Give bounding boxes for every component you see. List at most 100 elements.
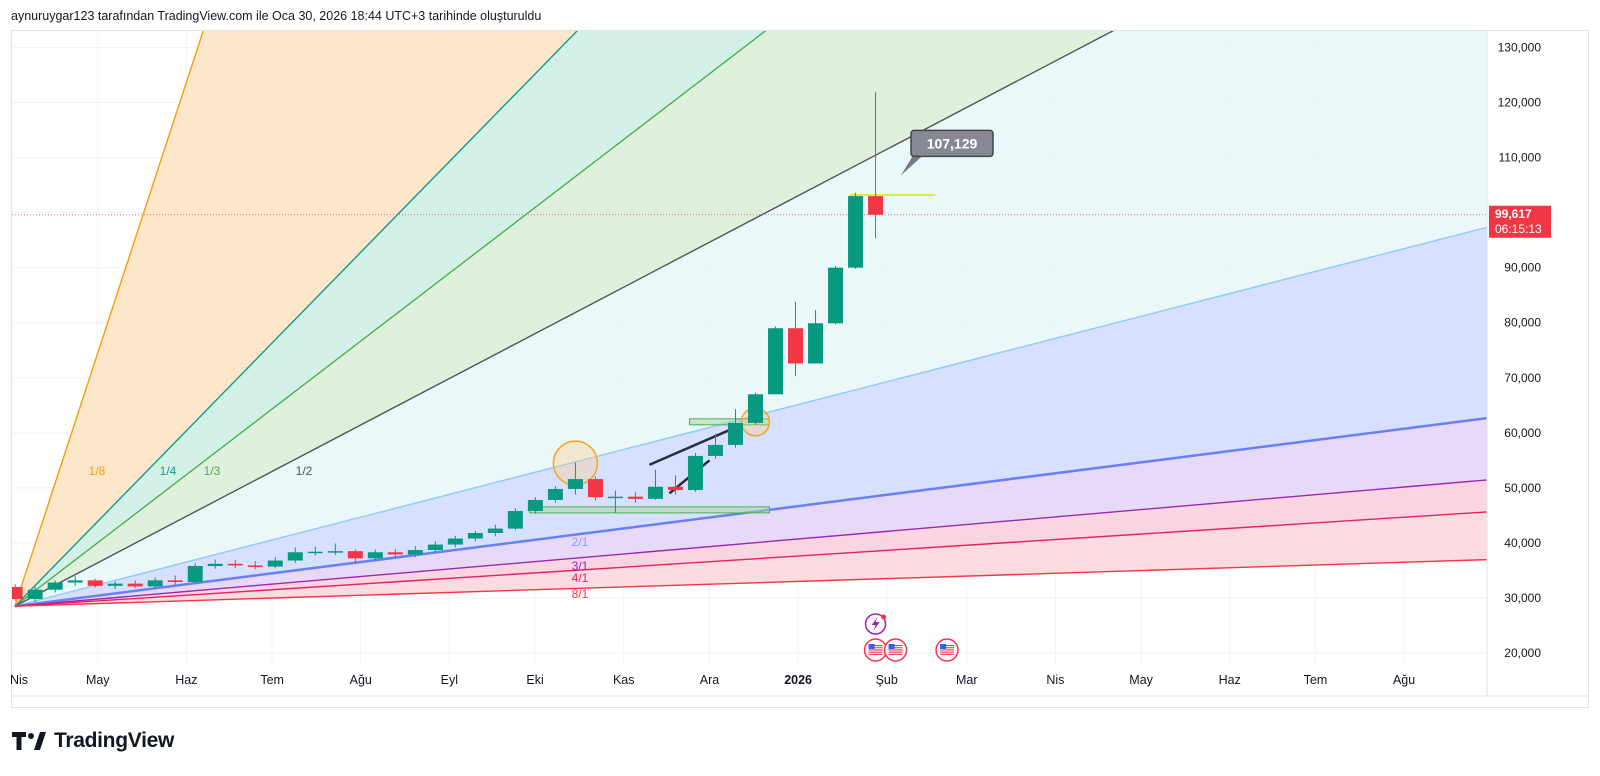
candle-body [367,552,383,559]
gann-fan-line-8-1[interactable] [14,480,1600,607]
price-tag-bg [1489,205,1551,238]
gann-fan-line-1-1[interactable] [14,0,1600,607]
gann-fan-line-1-2[interactable] [14,0,1600,607]
x-axis[interactable]: Nis May Haz Tem Ağu Eyl Eki Kas Ara 2026 Şub Mar Nis… [10,673,1415,687]
candle-body [768,328,784,395]
support-zone-46k[interactable] [528,506,771,514]
gann-fan-line-1-4[interactable] [14,0,1600,607]
candle-body [848,196,864,268]
candle-body [187,566,203,582]
candle[interactable] [347,549,363,564]
brand[interactable]: TradingView [12,729,174,753]
gann-fan-line-2-1[interactable] [14,99,1600,608]
candle[interactable] [487,524,503,537]
trend-segment[interactable] [648,428,730,466]
candle[interactable] [727,409,743,448]
candle-body [587,479,603,498]
candle[interactable] [627,492,643,503]
candle-body [307,551,323,554]
candle[interactable] [167,575,183,586]
current-price-value: 99,617 [1495,207,1532,221]
candle[interactable] [307,546,323,556]
gann-fan-line-3-1[interactable] [14,264,1600,607]
event-markers[interactable] [863,613,959,662]
earnings-icon[interactable] [864,613,887,635]
candle[interactable] [87,578,103,588]
y-axis[interactable]: 20,000 30,000 40,000 50,000 60,000 70,000 80,0… [1498,41,1542,660]
chart-attribution: aynuruygar123 tarafından TradingView.com… [11,9,542,23]
flag-stripe [940,651,955,653]
candle[interactable] [267,557,283,569]
candle[interactable] [788,301,804,377]
candle[interactable] [587,476,603,501]
candle-body [447,538,463,545]
y-tick-label: 70,000 [1504,371,1541,385]
candle[interactable] [467,530,483,542]
y-tick-label: 110,000 [1499,151,1542,165]
price-callout[interactable]: 107,129 [901,129,994,176]
candle[interactable] [748,392,763,425]
candle[interactable] [107,581,123,590]
candle[interactable] [247,561,263,570]
candle[interactable] [227,559,243,569]
candle[interactable] [547,486,563,503]
candle[interactable] [667,475,683,495]
candle[interactable] [567,462,583,495]
candle-body [627,496,643,499]
candle[interactable] [808,310,824,364]
candle[interactable] [8,584,23,601]
tradingview-logo-icon [12,732,46,750]
candle[interactable] [207,559,223,569]
candle[interactable] [447,535,463,548]
us-flag-icon[interactable] [935,638,959,662]
us-flag-icon[interactable] [863,638,888,662]
plot-area [8,0,1600,664]
gann-fan-label: 3/1 [572,559,589,573]
candle[interactable] [187,563,203,584]
candle-body [327,551,343,553]
candle[interactable] [687,453,703,492]
candle[interactable] [147,577,163,589]
candle[interactable] [47,580,63,593]
y-tick-label: 130,000 [1498,41,1542,55]
candle-body [788,328,804,364]
candle[interactable] [367,549,383,561]
candle[interactable] [707,433,723,459]
candle[interactable] [287,547,303,563]
candle[interactable] [868,92,884,239]
candles[interactable] [8,92,884,602]
candle[interactable] [828,266,844,325]
gann-fan-label: 1/3 [204,464,221,478]
brand-name: TradingView [54,729,175,752]
candle[interactable] [507,508,523,531]
candle[interactable] [127,580,143,589]
candle[interactable] [607,490,623,513]
flag-stripe [868,645,883,647]
callout-label: 107,129 [927,135,978,151]
lightning-icon [871,617,880,631]
candle[interactable] [327,543,343,556]
candle[interactable] [27,586,43,602]
flag-stripe [888,647,903,649]
candle-body [227,563,243,566]
us-flag-icon[interactable] [883,638,908,662]
candle[interactable] [387,548,403,559]
x-tick-label: Tem [1304,673,1328,687]
gann-fan[interactable] [14,0,1600,608]
gann-fan-label: 4/1 [572,571,589,585]
x-tick-label: 2026 [784,673,812,687]
candle[interactable] [67,575,83,586]
candle[interactable] [848,192,864,269]
gann-fan-line-1-3[interactable] [14,0,1600,607]
x-tick-label: Nis [10,673,28,687]
candle[interactable] [647,469,663,500]
candle-body [507,510,523,529]
candle[interactable] [768,326,784,395]
x-tick-label: Şub [876,673,898,687]
candle[interactable] [527,497,543,514]
candle[interactable] [407,546,423,558]
candle[interactable] [427,541,443,553]
gann-fan-line-4-1[interactable] [14,350,1600,607]
chart-frame [11,30,1589,708]
